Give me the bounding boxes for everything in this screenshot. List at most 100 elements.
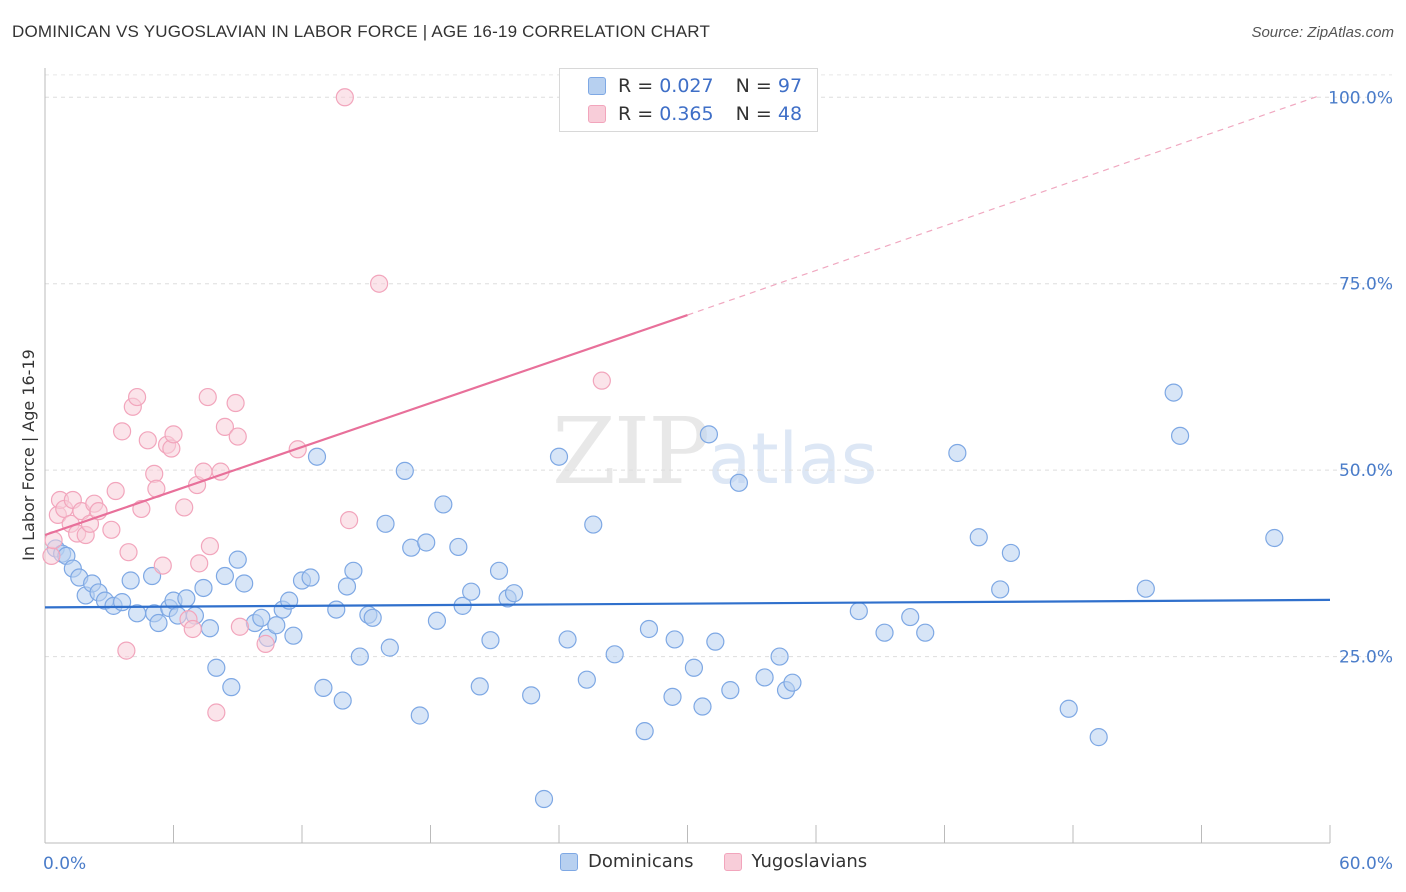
axis-labels: 25.0% 50.0% 75.0% 100.0% 0.0% 60.0% In Labor F… (19, 88, 1393, 874)
legend-row-yugoslavians: R = 0.365 N = 48 (560, 99, 802, 129)
data-point (489, 561, 509, 580)
data-point (138, 431, 157, 450)
data-point (417, 533, 436, 552)
data-point (721, 681, 740, 700)
data-point (112, 593, 132, 612)
legend-r-label: R = (618, 75, 654, 97)
data-point (1136, 579, 1155, 598)
data-point (200, 537, 220, 556)
data-point (592, 371, 611, 390)
trend-lines (44, 95, 1331, 609)
data-point (333, 691, 352, 710)
gridlines (45, 74, 1392, 658)
data-point (177, 589, 196, 608)
legend-swatch-dominicans (588, 77, 606, 95)
data-point (230, 617, 249, 636)
data-point (639, 619, 659, 639)
bottom-legend: Dominicans Yugoslavians (560, 851, 897, 872)
data-point (434, 495, 453, 514)
y-tick-label: 25.0% (1339, 648, 1393, 668)
data-point (901, 607, 920, 627)
data-point (153, 556, 172, 575)
bottom-legend-label-dominicans: Dominicans (588, 851, 694, 872)
data-point (699, 425, 719, 444)
data-point (215, 417, 234, 436)
data-point (948, 443, 967, 463)
data-point (755, 668, 774, 687)
data-point (684, 658, 704, 677)
data-point (228, 427, 247, 446)
x-tick-label-max: 60.0% (1339, 854, 1393, 874)
data-point (1001, 543, 1020, 563)
data-point (577, 670, 596, 689)
data-point (462, 582, 481, 601)
data-point (395, 461, 414, 480)
data-point (350, 647, 369, 666)
data-point (663, 687, 682, 706)
bottom-legend-item-yugoslavians: Yugoslavians (723, 851, 868, 872)
legend-row-dominicans: R = 0.027 N = 97 (560, 71, 802, 101)
data-point (183, 619, 202, 639)
data-point (207, 658, 226, 677)
legend-swatch-yugoslavians (588, 105, 606, 123)
data-point (427, 611, 447, 630)
data-point (584, 515, 603, 534)
data-point (207, 703, 226, 722)
y-axis-label: In Labor Force | Age 16-19 (19, 349, 38, 561)
trend-line-yugoslavians-extension (687, 95, 1320, 316)
data-point (481, 631, 500, 650)
legend-r-label: R = (618, 103, 654, 125)
bottom-legend-item-dominicans: Dominicans (560, 851, 694, 872)
data-point (132, 499, 151, 519)
data-point (42, 546, 61, 566)
data-point (470, 677, 489, 696)
data-point (252, 608, 271, 627)
data-point (119, 543, 138, 562)
data-point (149, 613, 168, 633)
trend-line-dominicans (44, 598, 1331, 609)
data-point (783, 673, 802, 692)
data-point (121, 571, 140, 590)
x-tick-label-min: 0.0% (43, 854, 86, 874)
data-point (363, 608, 382, 627)
data-point (194, 578, 213, 598)
data-point (301, 568, 320, 587)
data-point (335, 88, 354, 107)
data-point (729, 473, 749, 492)
bottom-legend-swatch-yugoslavians (723, 852, 742, 871)
data-point (605, 645, 624, 664)
data-point (1164, 383, 1183, 402)
legend: R = 0.027 N = 97 R = 0.365 N = 48 (559, 68, 818, 132)
bottom-legend-swatch-dominicans (560, 852, 578, 871)
legend-n-label: N = (735, 75, 772, 97)
y-tick-label: 50.0% (1339, 461, 1393, 481)
legend-n-label: N = (735, 103, 772, 125)
data-point (665, 630, 684, 649)
data-point (164, 425, 183, 444)
data-point (226, 393, 245, 413)
data-point (991, 580, 1010, 599)
data-point (200, 619, 220, 638)
data-point (706, 632, 725, 651)
data-point (327, 600, 346, 619)
watermark: ZIPatlas (552, 398, 877, 505)
bottom-legend-label-yugoslavians: Yugoslavians (751, 851, 868, 872)
y-tick-label: 100.0% (1328, 88, 1393, 108)
legend-r-value-dominicans: 0.027 (659, 75, 714, 97)
legend-n-value-dominicans: 97 (777, 75, 803, 97)
data-point (875, 623, 894, 642)
data-point (770, 647, 789, 666)
data-point (504, 584, 524, 603)
data-point (522, 686, 541, 705)
data-point (222, 678, 241, 697)
legend-n-value-yugoslavians: 48 (777, 103, 803, 125)
data-point (449, 537, 468, 557)
y-tick-label: 75.0% (1339, 275, 1393, 295)
legend-r-value-yugoslavians: 0.365 (659, 103, 714, 125)
data-point (106, 481, 125, 501)
data-point (80, 514, 100, 533)
data-point (916, 623, 935, 642)
data-point (340, 511, 359, 530)
data-point (337, 577, 357, 596)
